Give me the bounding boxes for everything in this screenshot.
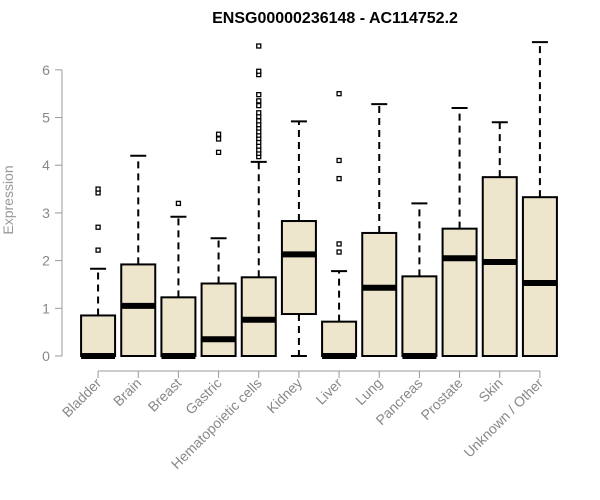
- x-tick-label: Lung: [352, 375, 385, 408]
- box-gastric: [200, 131, 237, 357]
- x-tick-label: Skin: [475, 375, 506, 406]
- outlier-point: [256, 110, 262, 116]
- box-iqr: [441, 227, 478, 358]
- boxes-layer: [80, 41, 558, 359]
- outlier-point: [336, 249, 342, 255]
- box-iqr: [401, 275, 438, 358]
- y-tick-label: 0: [42, 348, 50, 364]
- box-iqr: [200, 282, 237, 357]
- box-iqr: [120, 263, 157, 357]
- box-unknown-other: [521, 41, 558, 357]
- box-lung: [361, 103, 398, 357]
- box-kidney: [280, 120, 317, 357]
- box-prostate: [441, 107, 478, 358]
- y-tick-label: 4: [42, 157, 50, 173]
- box-iqr: [321, 320, 358, 357]
- box-hematopoietic-cells: [240, 43, 277, 357]
- box-iqr: [361, 231, 398, 357]
- outlier-point: [215, 131, 222, 137]
- outlier-point: [256, 102, 262, 109]
- outlier-point: [336, 241, 342, 247]
- outlier-point: [256, 68, 262, 74]
- box-iqr: [160, 296, 197, 358]
- outlier-point: [215, 136, 222, 142]
- box-liver: [321, 91, 358, 359]
- box-iqr: [280, 220, 317, 316]
- x-tick-label: Liver: [312, 375, 345, 408]
- chart-title: ENSG00000236148 - AC114752.2: [212, 10, 458, 27]
- outlier-point: [256, 98, 262, 104]
- box-iqr: [80, 314, 117, 358]
- box-breast: [160, 200, 197, 359]
- outlier-point: [336, 91, 342, 97]
- box-bladder: [80, 186, 117, 359]
- y-axis: 0 1 2 3 4 5 6: [42, 62, 63, 364]
- x-tick-label: Brain: [110, 375, 144, 409]
- x-tick-label: Prostate: [418, 375, 466, 423]
- outlier-point: [336, 175, 342, 182]
- box-iqr: [481, 176, 518, 357]
- outlier-point: [215, 149, 222, 156]
- box-skin: [481, 121, 518, 357]
- outlier-point: [256, 91, 262, 98]
- x-tick-label: Bladder: [59, 375, 105, 421]
- outlier-point: [256, 43, 262, 49]
- y-tick-label: 2: [42, 253, 50, 269]
- x-tick-label: Kidney: [263, 375, 305, 417]
- x-tick-label: Breast: [145, 375, 185, 415]
- y-tick-label: 1: [42, 300, 50, 316]
- y-tick-label: 3: [42, 205, 50, 221]
- box-iqr: [521, 196, 558, 357]
- box-brain: [120, 154, 157, 357]
- outlier-point: [256, 118, 262, 124]
- outlier-point: [95, 224, 101, 230]
- outlier-point: [175, 200, 182, 207]
- y-tick-label: 5: [42, 110, 50, 126]
- outlier-point: [336, 157, 342, 164]
- outlier-point: [95, 186, 101, 192]
- box-iqr: [240, 276, 277, 357]
- y-tick-label: 6: [42, 62, 50, 78]
- box-pancreas: [401, 202, 438, 359]
- y-axis-label: Expression: [0, 165, 16, 234]
- outlier-point: [95, 247, 101, 253]
